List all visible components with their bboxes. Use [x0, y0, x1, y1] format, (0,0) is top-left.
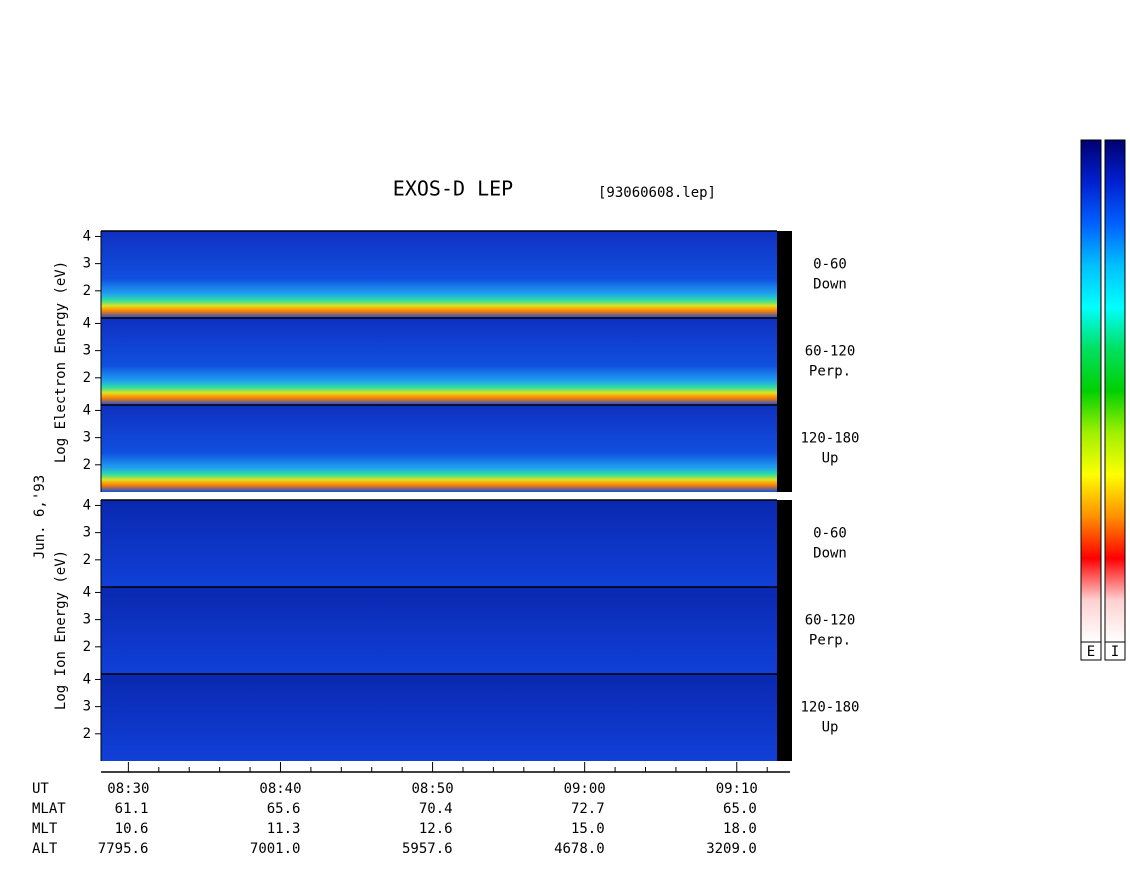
x-tick-label: 08:50	[411, 781, 453, 797]
colorbar-label: E	[1087, 644, 1095, 660]
x-tick-label: 08:40	[259, 781, 301, 797]
spectrogram	[101, 674, 777, 761]
pitch-direction: Up	[822, 451, 839, 467]
data-gap	[777, 405, 792, 492]
orbit-value: 72.7	[571, 801, 605, 817]
y-tick-label: 2	[83, 283, 91, 299]
spectrogram	[101, 500, 777, 587]
spectrogram	[101, 405, 777, 492]
colorbar	[1080, 139, 1102, 643]
y-tick-label: 2	[83, 639, 91, 655]
row-label: MLT	[32, 821, 58, 837]
pitch-direction: Perp.	[809, 633, 851, 649]
row-label: ALT	[32, 841, 58, 857]
colorbar-label: I	[1111, 644, 1119, 660]
y-tick-label: 2	[83, 370, 91, 386]
data-gap	[777, 500, 792, 587]
row-label: MLAT	[32, 801, 66, 817]
x-tick-label: 09:10	[716, 781, 758, 797]
y-tick-label: 2	[83, 726, 91, 742]
y-tick-label: 3	[83, 699, 91, 715]
x-tick-label: 09:00	[564, 781, 606, 797]
pitch-range: 60-120	[805, 344, 856, 360]
y-tick-label: 3	[83, 612, 91, 628]
orbit-value: 61.1	[115, 801, 149, 817]
file-label: [93060608.lep]	[598, 185, 716, 201]
date-label: Jun. 6,'93	[32, 475, 48, 559]
orbit-value: 65.6	[267, 801, 301, 817]
pitch-direction: Up	[822, 720, 839, 736]
y-axis-title: Log Electron Energy (eV)	[53, 261, 69, 463]
y-tick-label: 2	[83, 552, 91, 568]
y-tick-label: 4	[83, 497, 91, 513]
y-tick-label: 3	[83, 430, 91, 446]
x-tick-label: 08:30	[107, 781, 149, 797]
pitch-range: 120-180	[800, 700, 859, 716]
y-tick-label: 3	[83, 525, 91, 541]
y-tick-label: 3	[83, 256, 91, 272]
data-gap	[777, 587, 792, 674]
orbit-value: 5957.6	[402, 841, 453, 857]
orbit-value: 18.0	[723, 821, 757, 837]
y-tick-label: 4	[83, 671, 91, 687]
pitch-range: 60-120	[805, 613, 856, 629]
orbit-value: 7001.0	[250, 841, 301, 857]
row-label: UT	[32, 781, 49, 797]
y-tick-label: 4	[83, 584, 91, 600]
y-tick-label: 4	[83, 315, 91, 331]
y-tick-label: 4	[83, 402, 91, 418]
orbit-value: 4678.0	[554, 841, 605, 857]
y-tick-label: 2	[83, 457, 91, 473]
chart-title: EXOS-D LEP	[393, 177, 513, 201]
pitch-direction: Down	[813, 277, 847, 293]
y-tick-label: 4	[83, 228, 91, 244]
spectrogram	[101, 587, 777, 674]
orbit-value: 12.6	[419, 821, 453, 837]
pitch-range: 0-60	[813, 526, 847, 542]
data-gap	[777, 231, 792, 318]
orbit-value: 11.3	[267, 821, 301, 837]
spectrogram	[101, 231, 777, 318]
pitch-direction: Perp.	[809, 364, 851, 380]
orbit-value: 15.0	[571, 821, 605, 837]
colorbar-label-box	[1104, 641, 1126, 661]
colorbar	[1104, 139, 1126, 643]
pitch-range: 0-60	[813, 257, 847, 273]
orbit-value: 10.6	[115, 821, 149, 837]
data-gap	[777, 674, 792, 761]
orbit-value: 3209.0	[706, 841, 757, 857]
y-axis-title: Log Ion Energy (eV)	[53, 550, 69, 710]
data-gap	[777, 318, 792, 405]
pitch-direction: Down	[813, 546, 847, 562]
orbit-value: 7795.6	[98, 841, 149, 857]
orbit-value: 65.0	[723, 801, 757, 817]
pitch-range: 120-180	[800, 431, 859, 447]
colorbar-label-box	[1080, 641, 1102, 661]
y-tick-label: 3	[83, 343, 91, 359]
spectrogram	[101, 318, 777, 405]
orbit-value: 70.4	[419, 801, 453, 817]
